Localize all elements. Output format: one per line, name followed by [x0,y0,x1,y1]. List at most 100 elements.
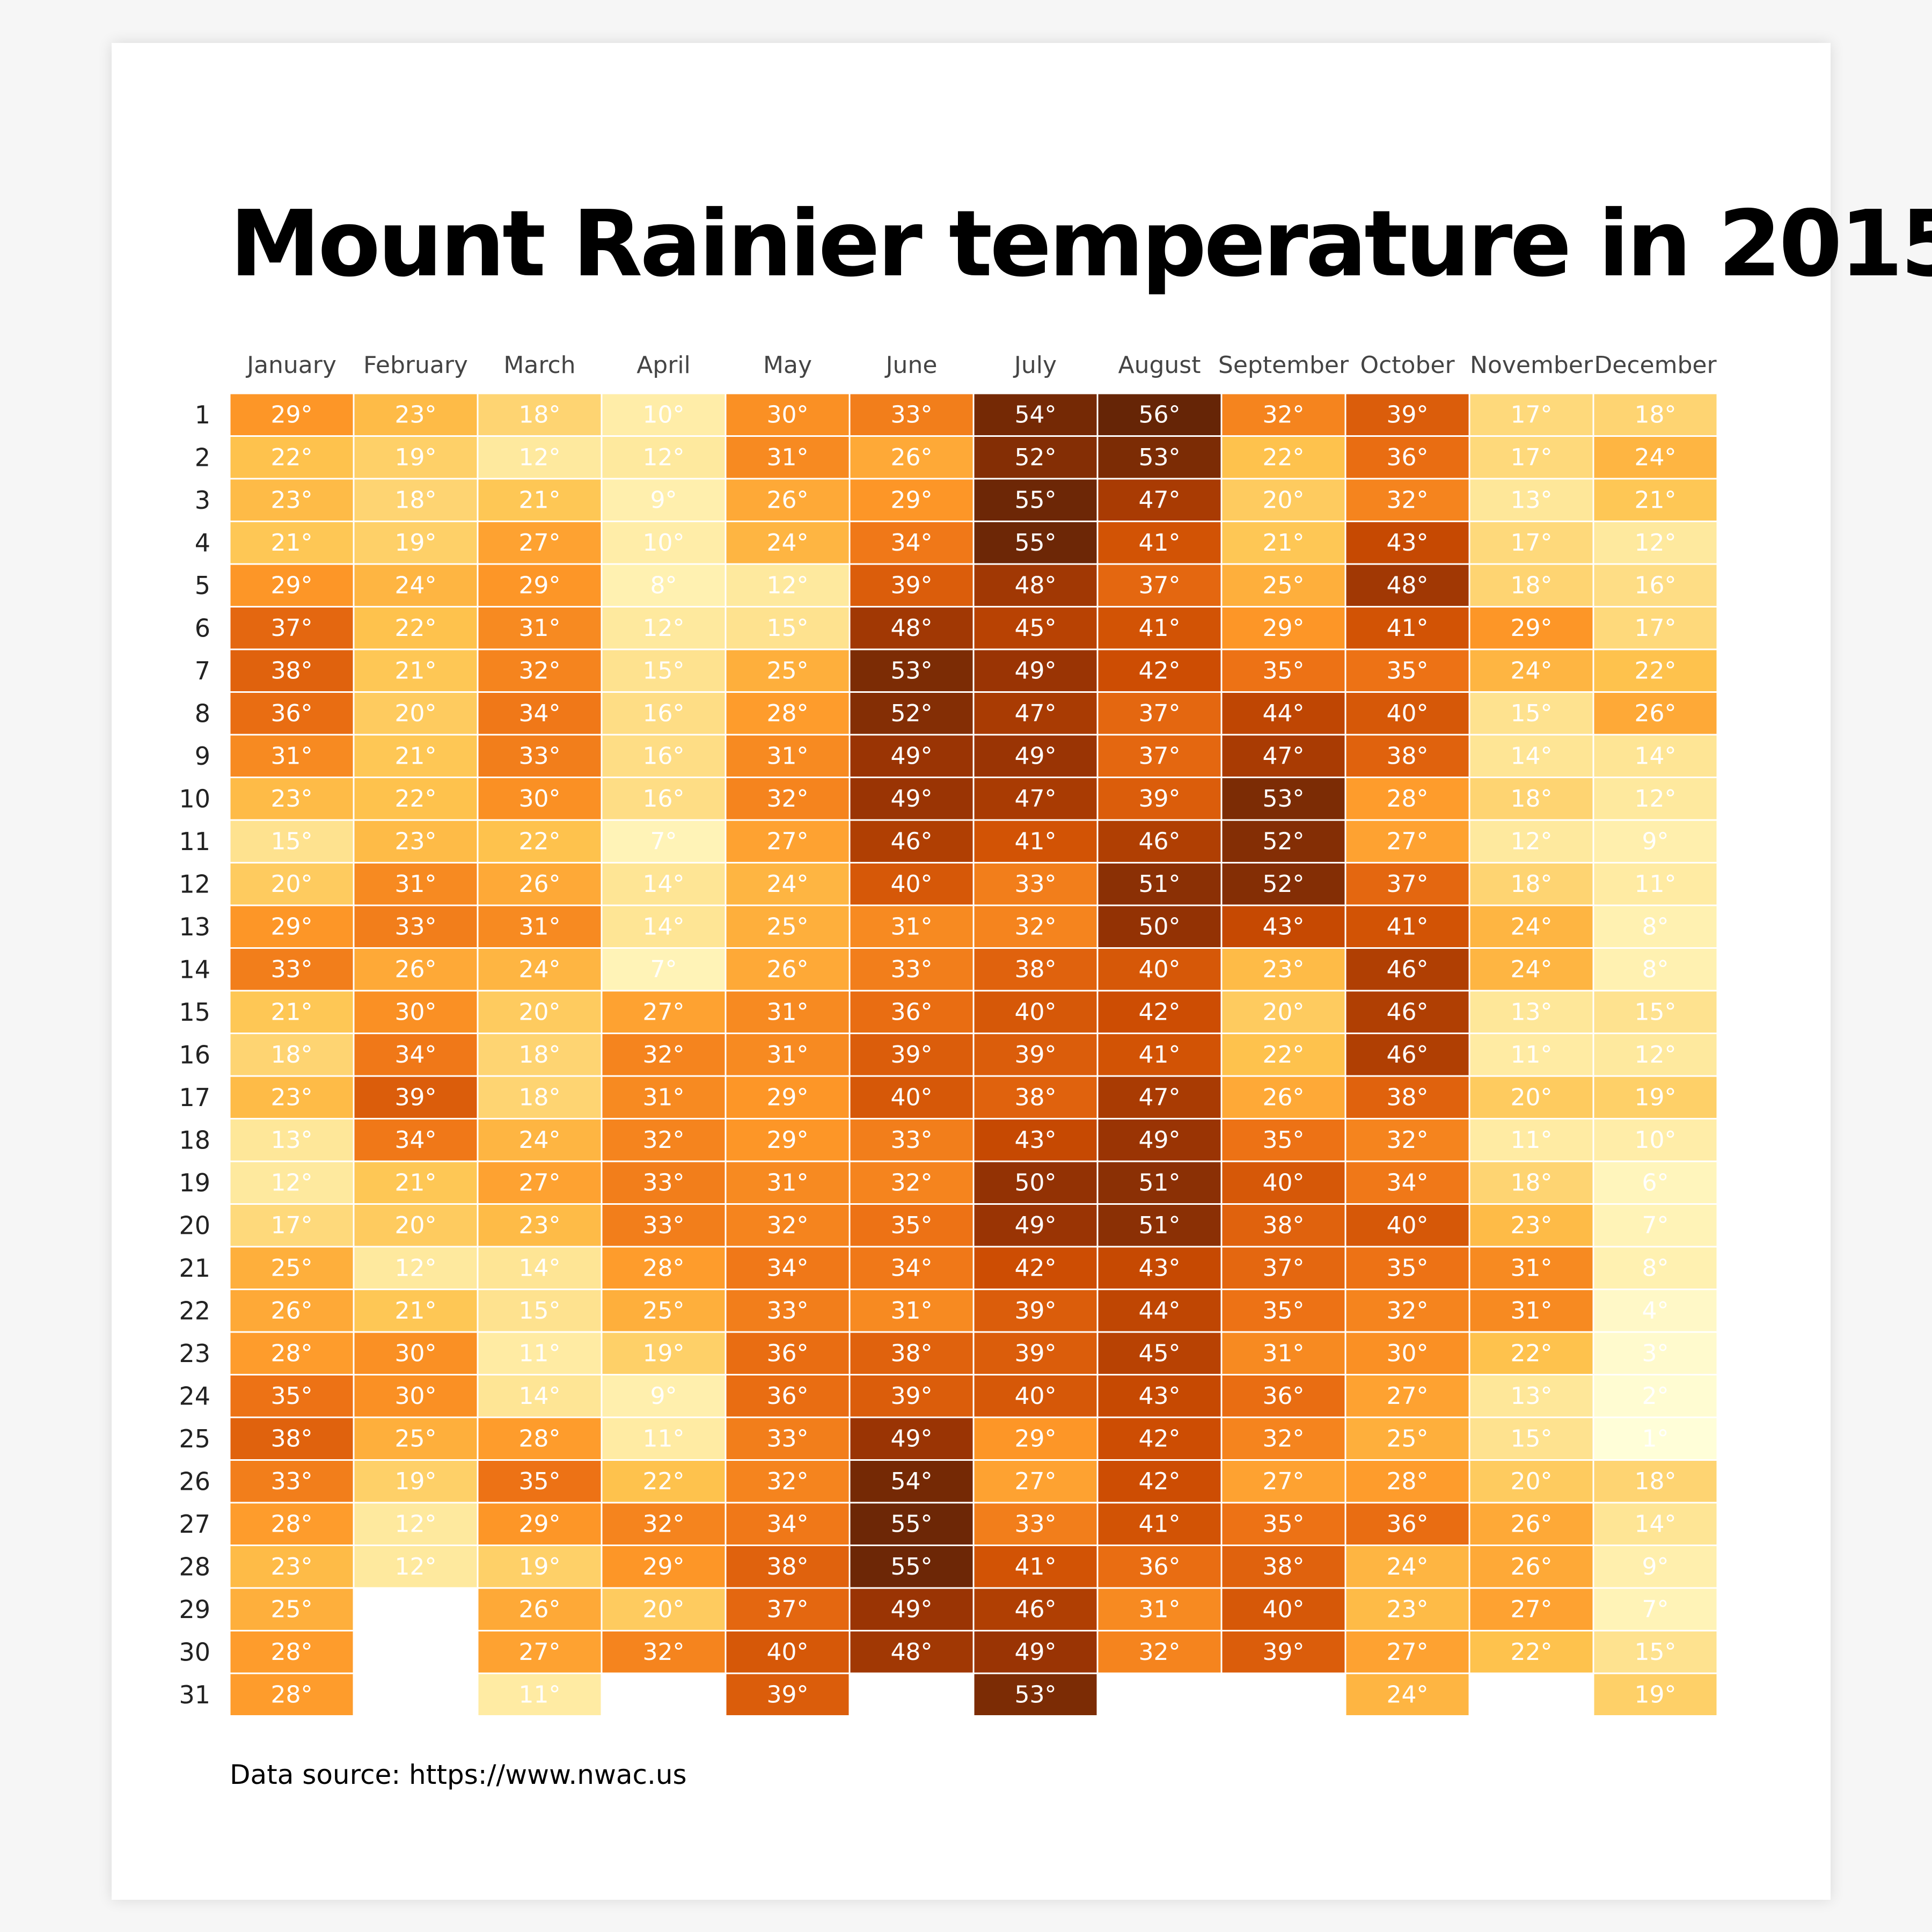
cell-value-label: 49° [891,1596,933,1623]
cell-value-label: 45° [1139,1340,1181,1367]
cell-value-label: 39° [891,1382,933,1410]
heatmap-cell [1344,435,1470,480]
heatmap-cell [1096,1331,1223,1375]
heatmap-cell [601,1545,727,1589]
heatmap-cell [1344,990,1470,1034]
heatmap-cell [848,1630,975,1674]
heatmap-cell [601,1416,727,1461]
heatmap-cell [724,606,851,650]
heatmap-cell [477,478,603,522]
cell-value-label: 8° [650,572,677,599]
heatmap-cell [972,1160,1099,1205]
cell-value-label: 34° [767,1254,809,1282]
heatmap-cell [1592,1545,1718,1589]
cell-value-label: 8° [1642,956,1669,983]
heatmap-cell [724,734,851,778]
cell-value-label: 23° [1511,1212,1553,1239]
heatmap-cell [1096,990,1223,1034]
day-label: 24 [179,1381,210,1410]
cell-value-label: 20° [395,700,437,727]
heatmap-cell [848,1545,975,1589]
heatmap-cell [601,1033,727,1077]
cell-value-label: 46° [1387,956,1429,983]
cell-value-label: 27° [1387,1382,1429,1410]
heatmap-cell [1468,1545,1594,1589]
cell-value-label: 4° [1642,1297,1669,1324]
heatmap-cell [724,1416,851,1461]
cell-value-label: 14° [643,870,685,898]
day-label: 11 [179,827,210,856]
cell-value-label: 32° [1263,1425,1305,1452]
cell-value-label: 25° [1263,572,1305,599]
cell-value-label: 36° [271,700,313,727]
cell-value-label: 49° [1139,1126,1181,1154]
cell-value-label: 24° [1511,913,1553,940]
heatmap-cell [724,862,851,906]
cell-value-label: 23° [1263,956,1305,983]
cell-value-label: 7° [1642,1596,1669,1623]
cell-value-label: 29° [1511,614,1553,642]
month-header: May [763,352,812,379]
heatmap-cell [229,1331,355,1375]
day-label: 21 [179,1254,210,1283]
cell-value-label: 20° [1263,998,1305,1026]
cell-value-label: 55° [1015,529,1057,557]
heatmap-cell [353,734,479,778]
cell-value-label: 39° [891,572,933,599]
cell-value-label: 8° [1642,913,1669,940]
cell-value-label: 19° [1635,1681,1677,1708]
cell-value-label: 31° [643,1084,685,1111]
cell-value-label: 26° [891,444,933,471]
heatmap-cell [1220,435,1346,480]
cell-value-label: 34° [395,1041,437,1069]
cell-value-label: 22° [395,785,437,813]
cell-value-label: 13° [1511,1382,1553,1410]
heatmap-cell [972,862,1099,906]
heatmap-cell [1220,563,1346,608]
heatmap-cell [972,1246,1099,1290]
day-label: 19 [179,1168,210,1197]
heatmap-cell [1344,777,1470,821]
cell-value-label: 11° [1511,1126,1553,1154]
cell-value-label: 18° [271,1041,313,1069]
cell-value-label: 28° [767,700,809,727]
cell-value-label: 27° [643,998,685,1026]
cell-value-label: 36° [1387,444,1429,471]
cell-value-label: 18° [519,1041,561,1069]
cell-value-label: 22° [1635,657,1677,684]
cell-value-label: 25° [767,913,809,940]
heatmap-cell [724,1459,851,1504]
heatmap-cell [724,1672,851,1717]
cell-value-label: 18° [395,486,437,514]
heatmap-cell [1592,819,1718,863]
heatmap-cell [972,1672,1099,1717]
cell-value-label: 53° [891,657,933,684]
heatmap-cell [1592,734,1718,778]
cell-value-label: 39° [767,1681,809,1708]
cell-value-label: 47° [1263,742,1305,770]
day-label: 22 [179,1296,210,1325]
cell-value-label: 49° [1015,1212,1057,1239]
heatmap-cell [1592,1416,1718,1461]
cell-value-label: 16° [1635,572,1677,599]
cell-value-label: 18° [519,401,561,428]
heatmap-cell [1344,648,1470,693]
cell-value-label: 19° [643,1340,685,1367]
cell-value-label: 55° [1015,486,1057,514]
month-header: December [1594,352,1717,379]
heatmap-cell [724,1502,851,1546]
data-source-note: Data source: https://www.nwac.us [230,1759,687,1790]
cell-value-label: 12° [271,1169,313,1196]
month-header: September [1218,352,1349,379]
heatmap-cell [1344,1075,1470,1119]
cell-value-label: 15° [643,657,685,684]
heatmap-cell [1096,777,1223,821]
cell-value-label: 15° [1511,700,1553,727]
month-header: November [1470,352,1593,379]
cell-value-label: 35° [1263,1126,1305,1154]
cell-value-label: 18° [1511,1169,1553,1196]
heatmap-cell [848,1203,975,1248]
cell-value-label: 33° [643,1169,685,1196]
cell-value-label: 30° [395,1340,437,1367]
heatmap-cell [477,904,603,949]
